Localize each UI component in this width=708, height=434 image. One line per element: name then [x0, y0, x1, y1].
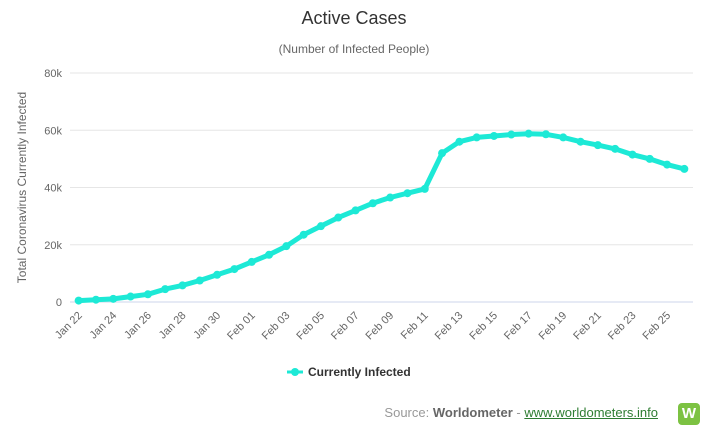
y-tick-label: 80k	[44, 68, 62, 80]
y-tick-label: 40k	[44, 183, 62, 195]
data-point[interactable]	[282, 242, 291, 251]
data-point[interactable]	[368, 199, 377, 208]
x-tick-label: Feb 05	[294, 310, 327, 343]
data-point[interactable]	[386, 193, 395, 202]
x-tick-label: Jan 26	[122, 310, 154, 342]
data-point[interactable]	[91, 295, 100, 304]
x-tick-label: Jan 24	[88, 310, 120, 342]
series-points	[74, 129, 689, 305]
source-credit: Source: Worldometer - www.worldometers.i…	[384, 405, 658, 420]
data-point[interactable]	[230, 265, 239, 274]
y-tick-label: 20k	[44, 240, 62, 252]
data-point[interactable]	[178, 281, 187, 290]
data-point[interactable]	[351, 206, 360, 215]
y-axis-label: Total Coronavirus Currently Infected	[15, 92, 29, 283]
x-tick-label: Feb 03	[260, 310, 293, 343]
chart-subtitle: (Number of Infected People)	[278, 42, 430, 56]
x-tick-label: Feb 19	[537, 310, 570, 343]
chart-title: Active Cases	[301, 8, 407, 28]
x-tick-label: Feb 09	[364, 310, 397, 343]
x-tick-label: Feb 25	[640, 310, 673, 343]
x-tick-label: Feb 13	[433, 310, 466, 343]
data-point[interactable]	[645, 154, 654, 163]
x-tick-label: Feb 21	[571, 310, 604, 343]
data-point[interactable]	[628, 150, 637, 159]
legend[interactable]: Currently Infected	[287, 365, 411, 379]
y-tick-label: 60k	[44, 125, 62, 137]
data-point[interactable]	[489, 131, 498, 140]
x-tick-label: Feb 11	[399, 310, 431, 342]
x-tick-label: Feb 07	[329, 310, 362, 343]
data-point[interactable]	[559, 133, 568, 142]
data-point[interactable]	[299, 230, 308, 239]
data-point[interactable]	[455, 137, 464, 146]
y-tick-label: 0	[56, 297, 62, 309]
data-point[interactable]	[611, 144, 620, 153]
y-axis-ticks: 0 20k 40k 60k 80k	[44, 68, 62, 309]
data-point[interactable]	[109, 294, 118, 303]
data-point[interactable]	[316, 222, 325, 231]
x-tick-label: Jan 30	[191, 310, 223, 342]
data-point[interactable]	[593, 141, 602, 150]
data-point[interactable]	[524, 129, 533, 138]
worldometer-logo-icon[interactable]: W	[678, 403, 700, 425]
x-tick-label: Jan 22	[53, 310, 85, 342]
data-point[interactable]	[680, 164, 689, 173]
data-point[interactable]	[438, 149, 447, 158]
x-tick-label: Jan 28	[157, 310, 189, 342]
x-tick-label: Feb 15	[467, 310, 500, 343]
x-axis-ticks: Jan 22 Jan 24 Jan 26 Jan 28 Jan 30 Feb 01 Feb …	[53, 310, 673, 343]
data-point[interactable]	[507, 130, 516, 139]
source-link[interactable]: www.worldometers.info	[524, 405, 658, 420]
data-point[interactable]	[420, 184, 429, 193]
x-tick-label: Feb 17	[502, 310, 535, 343]
data-point[interactable]	[126, 292, 135, 301]
data-point[interactable]	[663, 160, 672, 169]
data-point[interactable]	[576, 137, 585, 146]
data-point[interactable]	[541, 130, 550, 139]
data-point[interactable]	[213, 270, 222, 279]
x-tick-label: Feb 23	[606, 310, 639, 343]
data-point[interactable]	[334, 213, 343, 222]
data-point[interactable]	[472, 133, 481, 142]
x-tick-label: Feb 01	[225, 310, 258, 343]
data-point[interactable]	[195, 276, 204, 285]
source-name: Worldometer	[432, 405, 513, 420]
gridlines	[70, 72, 693, 303]
data-point[interactable]	[265, 250, 274, 259]
legend-label[interactable]: Currently Infected	[308, 365, 411, 379]
data-point[interactable]	[403, 189, 412, 198]
source-separator: -	[512, 405, 525, 420]
source-prefix: Source:	[384, 405, 433, 420]
data-point[interactable]	[143, 290, 152, 299]
data-point[interactable]	[74, 296, 83, 305]
data-point[interactable]	[161, 285, 170, 294]
data-point[interactable]	[247, 257, 256, 266]
series-line-currently-infected	[76, 131, 687, 304]
legend-marker-icon	[291, 368, 299, 376]
